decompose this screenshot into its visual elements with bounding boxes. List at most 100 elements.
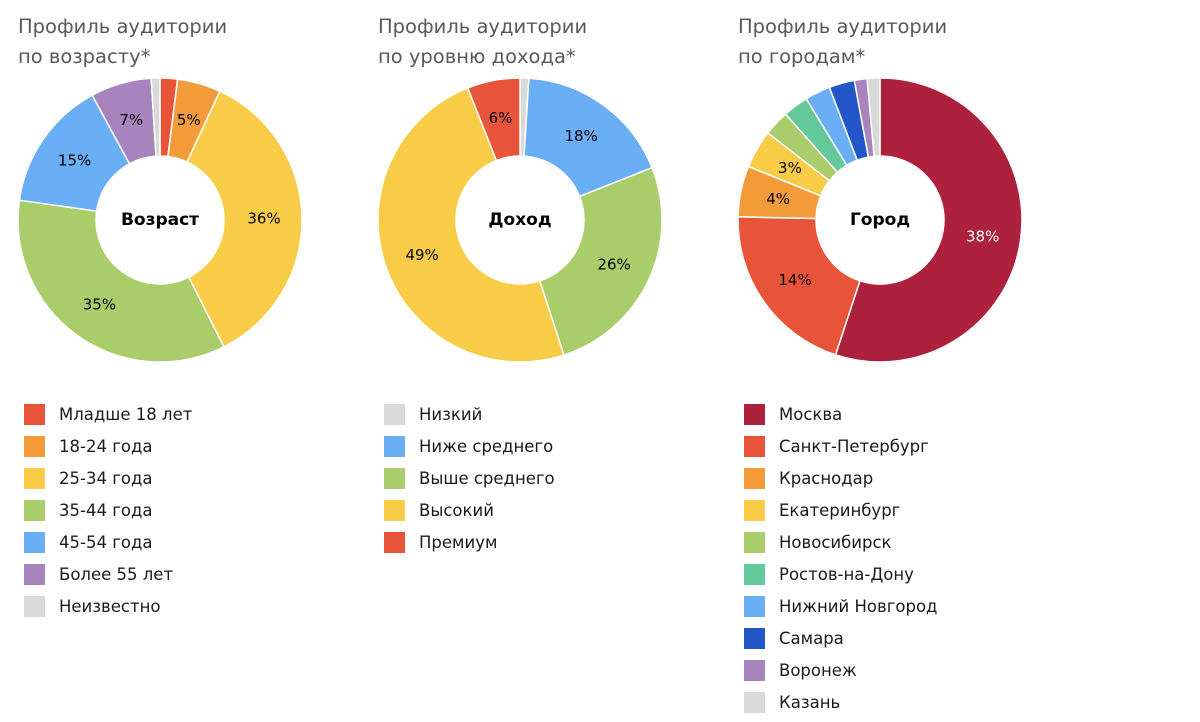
legend-swatch	[744, 403, 765, 425]
legend-item: 18-24 года	[24, 430, 192, 462]
donut-center-label: Возраст	[121, 210, 199, 230]
legend-swatch	[744, 435, 765, 457]
legend-label: 45-54 года	[59, 532, 153, 552]
income-chart-panel: Профиль аудитории по уровню дохода* 18% 2…	[377, 0, 708, 553]
pie-slice-25-34-года	[186, 90, 303, 348]
legend-label: Екатеринбург	[779, 500, 901, 520]
legend-label: Более 55 лет	[59, 564, 174, 584]
legend-swatch	[24, 531, 45, 553]
city-legend: Москва Санкт-Петербург Краснодар Екатеринбу…	[744, 398, 937, 718]
legend-item: Самара	[744, 622, 937, 654]
legend-item: Ниже среднего	[384, 430, 555, 462]
slice-value-label: 3%	[778, 159, 802, 177]
pie-slice-выше-среднего	[538, 166, 663, 356]
legend-swatch	[744, 691, 765, 713]
legend-swatch	[384, 403, 405, 425]
slice-value-label: 36%	[247, 209, 280, 227]
legend-swatch	[24, 563, 45, 585]
slice-value-label: 5%	[177, 111, 201, 129]
legend-item: Екатеринбург	[744, 494, 937, 526]
chart-title-line-1: Профиль аудитории	[378, 15, 588, 38]
income-legend: Низкий Ниже среднего Выше среднего Высокий П…	[384, 398, 555, 558]
pie-slice-35-44-года	[17, 199, 225, 363]
pie-slice-премиум	[466, 77, 521, 162]
legend-item: Более 55 лет	[24, 558, 192, 590]
age-legend: Младше 18 лет 18-24 года 25-34 года 35-44 г…	[24, 398, 192, 622]
legend-item: Неизвестно	[24, 590, 192, 622]
legend-item: Выше среднего	[384, 462, 555, 494]
legend-swatch	[24, 595, 45, 617]
legend-label: Самара	[779, 628, 844, 648]
pie-slice-санкт-петербург	[737, 216, 861, 356]
legend-label: Премиум	[419, 532, 498, 552]
pie-slice-высокий	[377, 86, 565, 363]
income-donut-chart: 18% 26% 49% 6% Доход	[377, 77, 663, 363]
slice-value-label: 38%	[966, 228, 999, 246]
slice-value-label: 14%	[778, 271, 811, 289]
slice-value-label: 49%	[405, 246, 438, 264]
legend-item: Москва	[744, 398, 937, 430]
legend-item: Низкий	[384, 398, 555, 430]
legend-item: Нижний Новгород	[744, 590, 937, 622]
legend-label: Ниже среднего	[419, 436, 554, 456]
legend-item: Казань	[744, 686, 937, 718]
slice-value-label: 35%	[83, 296, 116, 314]
slice-value-label: 18%	[564, 127, 597, 145]
legend-swatch	[24, 499, 45, 521]
legend-swatch	[744, 499, 765, 521]
legend-swatch	[24, 403, 45, 425]
legend-label: Москва	[779, 404, 843, 424]
chart-title-line-1: Профиль аудитории	[738, 15, 948, 38]
donut-center-label: Доход	[488, 210, 551, 230]
legend-label: Младше 18 лет	[59, 404, 193, 424]
pie-slice-неизвестно	[150, 77, 161, 157]
legend-swatch	[384, 435, 405, 457]
legend-swatch	[744, 595, 765, 617]
legend-label: Санкт-Петербург	[779, 436, 929, 456]
pie-slice-казань	[866, 77, 881, 158]
legend-swatch	[744, 531, 765, 553]
donut-center-label: Город	[850, 210, 910, 230]
legend-label: 25-34 года	[59, 468, 153, 488]
legend-swatch	[24, 435, 45, 457]
legend-swatch	[24, 467, 45, 489]
pie-slice-ниже-среднего	[523, 77, 654, 198]
legend-item: Высокий	[384, 494, 555, 526]
legend-label: 35-44 года	[59, 500, 153, 520]
legend-item: Краснодар	[744, 462, 937, 494]
pie-slice-45-54-года	[18, 94, 131, 212]
legend-swatch	[744, 467, 765, 489]
slice-value-label: 6%	[489, 109, 513, 127]
city-donut-chart: 38% 14% 4% 3% Город	[737, 77, 1023, 363]
age-donut-chart: 5% 36% 35% 15% 7% Возраст	[17, 77, 303, 363]
legend-label: Выше среднего	[419, 468, 555, 488]
slice-value-label: 26%	[597, 255, 630, 273]
legend-item: Санкт-Петербург	[744, 430, 937, 462]
legend-swatch	[384, 499, 405, 521]
legend-item: Ростов-на-Дону	[744, 558, 937, 590]
legend-label: Ростов-на-Дону	[779, 564, 914, 584]
slice-value-label: 7%	[119, 111, 143, 129]
legend-label: Воронеж	[779, 660, 857, 680]
legend-label: Краснодар	[779, 468, 874, 488]
chart-title: Профиль аудитории по городам*	[738, 12, 1078, 72]
legend-label: Высокий	[419, 500, 494, 520]
chart-title-line-1: Профиль аудитории	[18, 15, 228, 38]
pie-slice-москва	[834, 77, 1023, 363]
legend-item: Новосибирск	[744, 526, 937, 558]
legend-swatch	[384, 531, 405, 553]
age-chart-panel: Профиль аудитории по возрасту* 5% 36% 35% 1…	[17, 0, 348, 617]
legend-label: Неизвестно	[59, 596, 161, 616]
chart-title-line-2: по уровню дохода*	[378, 45, 576, 68]
legend-item: Премиум	[384, 526, 555, 558]
chart-title-line-2: по возрасту*	[18, 45, 151, 68]
legend-swatch	[744, 627, 765, 649]
legend-item: 45-54 года	[24, 526, 192, 558]
slice-value-label: 4%	[766, 190, 790, 208]
legend-swatch	[744, 563, 765, 585]
legend-swatch	[744, 659, 765, 681]
city-chart-panel: Профиль аудитории по городам* 38% 14% 4% 3%…	[737, 0, 1078, 713]
chart-title-line-2: по городам*	[738, 45, 866, 68]
legend-item: 35-44 года	[24, 494, 192, 526]
legend-label: Казань	[779, 692, 841, 712]
